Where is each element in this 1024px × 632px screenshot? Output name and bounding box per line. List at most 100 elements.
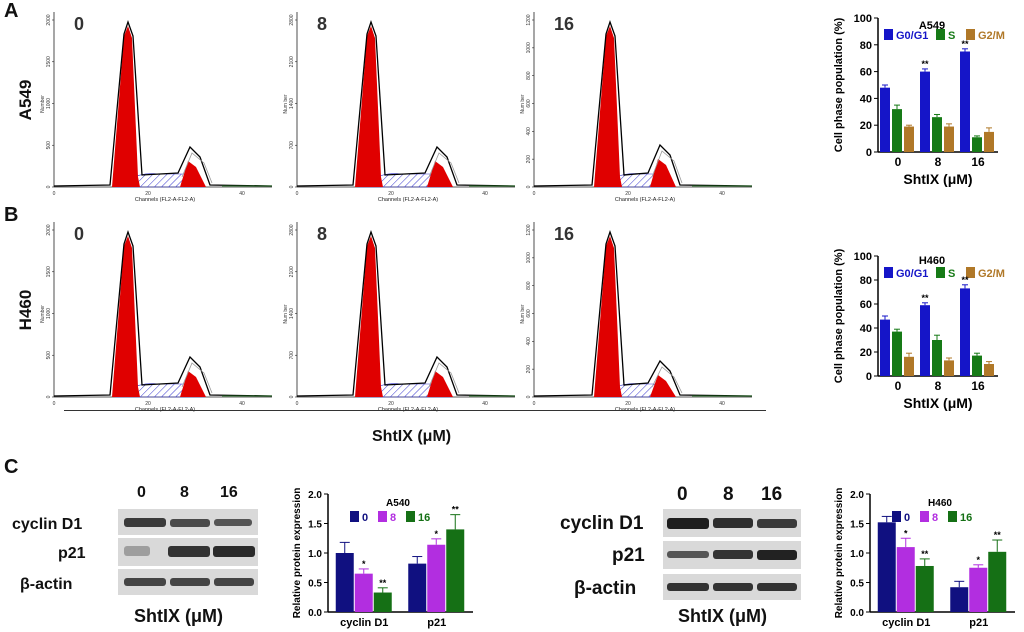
flow-x-tick-label: 40 <box>719 191 725 197</box>
bar-8-cyclin-D1 <box>896 547 915 612</box>
blot-a549-dose-8: 8 <box>180 484 189 501</box>
chart-y-tick-label: 0.5 <box>850 579 864 590</box>
flow-y-tick-label: 600 <box>526 99 532 108</box>
flow-g1-peak <box>355 236 383 397</box>
flow-histogram-a549-0: 0 500 1000 1500 2000 Number 0 20 40 Channels (FL2… <box>40 12 273 203</box>
blot-h460-label-cyclin-d1: cyclin D1 <box>560 513 644 534</box>
bar-8-p21 <box>969 567 988 612</box>
chart-y-tick-label: 40 <box>860 323 872 335</box>
flow-fit-line <box>651 150 683 184</box>
significance-mark: ** <box>452 505 460 515</box>
blot-h460-strip-actin <box>663 574 801 600</box>
bar-g2m-16 <box>984 364 994 376</box>
chart-x-tick-label: p21 <box>427 617 446 629</box>
legend-swatch-16 <box>406 511 415 522</box>
legend-swatch-s <box>936 29 945 40</box>
flow-y-tick-label: 1000 <box>46 308 52 319</box>
flow-dose-label: 0 <box>74 224 84 244</box>
legend-swatch-g0g1 <box>884 267 893 278</box>
flow-y-tick-label: 2800 <box>289 224 295 235</box>
bar-g2m-8 <box>944 126 954 152</box>
bar-s-16 <box>972 355 982 376</box>
chart-x-tick-label: 0 <box>895 379 902 393</box>
chart-y-tick-label: 0 <box>866 147 872 159</box>
bar-16-p21 <box>446 529 465 612</box>
significance-mark: ** <box>994 530 1002 540</box>
bar-g0g1-16 <box>960 51 970 152</box>
bar-g0g1-16 <box>960 288 970 376</box>
chart-y-tick-label: 0.0 <box>850 608 864 619</box>
bar-s-8 <box>932 340 942 376</box>
chart-y-tick-label: 40 <box>860 93 872 105</box>
flow-fit-line <box>428 152 460 184</box>
chart-title: A540 <box>386 498 410 509</box>
flow-fit-line <box>181 152 213 184</box>
legend-label-16: 16 <box>960 512 972 524</box>
blot-a549-dose-0: 0 <box>137 484 146 501</box>
chart-y-tick-label: 20 <box>860 120 872 132</box>
chart-title: H460 <box>919 255 945 267</box>
flow-y-tick-label: 0 <box>46 395 52 398</box>
bar-0-cyclin-D1 <box>877 522 896 612</box>
blot-a549-label-actin: β-actin <box>20 576 73 593</box>
chart-x-tick-label: 16 <box>971 379 985 393</box>
flow-y-tick-label: 1500 <box>46 56 52 67</box>
flow-histogram-a549-16: 0 200 400 600 800 1000 1200 Num ber 0 20 40 Channel… <box>520 12 753 203</box>
flow-y-tick-label: 500 <box>46 141 52 150</box>
flow-y-tick-label: 2000 <box>46 224 52 235</box>
flow-x-tick-label: 40 <box>719 401 725 407</box>
chart-y-tick-label: 0.0 <box>308 608 322 619</box>
flow-y-label: Number <box>40 95 46 113</box>
flow-y-tick-label: 400 <box>526 337 532 346</box>
flow-x-tick-label: 20 <box>625 191 631 197</box>
legend-swatch-16 <box>948 511 957 522</box>
chart-y-label: Cell phase population (%) <box>833 17 845 152</box>
flow-y-tick-label: 2100 <box>289 56 295 67</box>
legend-label-g0g1: G0/G1 <box>896 30 928 42</box>
bar-16-cyclin-D1 <box>915 565 934 612</box>
flow-x-label: Channels (FL2-A-FL2-A) <box>378 197 438 203</box>
bar-0-p21 <box>408 563 427 612</box>
legend-swatch-s <box>936 267 945 278</box>
chart-x-tick-label: 8 <box>935 155 942 169</box>
blot-h460: 0 8 16 cyclin D1 p21 β-actin ShtIX (μM) <box>560 476 830 632</box>
legend-swatch-8 <box>920 511 929 522</box>
chart-y-tick-label: 0 <box>866 371 872 383</box>
flow-x-tick-label: 20 <box>388 401 394 407</box>
shared-xlabel: ShtIX (μM) <box>372 428 452 445</box>
flow-y-tick-label: 2000 <box>46 14 52 25</box>
legend-swatch-0 <box>350 511 359 522</box>
flow-y-tick-label: 400 <box>526 127 532 136</box>
flow-dose-label: 16 <box>554 14 574 34</box>
a540-protein-chart: A540 0.0 0.5 1.0 1.5 2.0 Relative protein expr… <box>292 488 473 629</box>
blot-h460-strip-p21 <box>663 541 801 569</box>
chart-y-label: Relative protein expression <box>834 488 845 619</box>
significance-mark: * <box>434 529 438 539</box>
bar-s-8 <box>932 117 942 152</box>
bar-g2m-0 <box>904 126 914 152</box>
flow-y-tick-label: 1200 <box>526 224 532 235</box>
legend-label-s: S <box>948 30 955 42</box>
flow-dose-label: 16 <box>554 224 574 244</box>
chart-x-label: ShtIX (μM) <box>903 395 972 411</box>
chart-x-tick-label: 0 <box>895 155 902 169</box>
significance-mark: * <box>362 559 366 569</box>
chart-x-tick-label: cyclin D1 <box>882 617 930 629</box>
flow-y-tick-label: 200 <box>526 365 532 374</box>
chart-y-tick-label: 2.0 <box>850 490 864 501</box>
flow-y-tick-label: 600 <box>526 309 532 318</box>
chart-y-tick-label: 60 <box>860 67 872 79</box>
flow-y-label: Num ber <box>283 304 289 324</box>
flow-y-tick-label: 700 <box>289 351 295 360</box>
significance-mark: * <box>904 528 908 538</box>
flow-g1-peak <box>112 236 140 397</box>
chart-y-tick-label: 2.0 <box>308 490 322 501</box>
blot-a549-strip-cyclin <box>118 509 258 535</box>
legend-label-0: 0 <box>362 512 368 524</box>
flow-y-tick-label: 1400 <box>289 98 295 109</box>
legend-label-8: 8 <box>932 512 938 524</box>
flow-y-tick-label: 1000 <box>46 98 52 109</box>
flow-envelope-line <box>53 230 273 397</box>
legend-label-g2m: G2/M <box>978 268 1005 280</box>
flow-y-tick-label: 800 <box>526 281 532 290</box>
